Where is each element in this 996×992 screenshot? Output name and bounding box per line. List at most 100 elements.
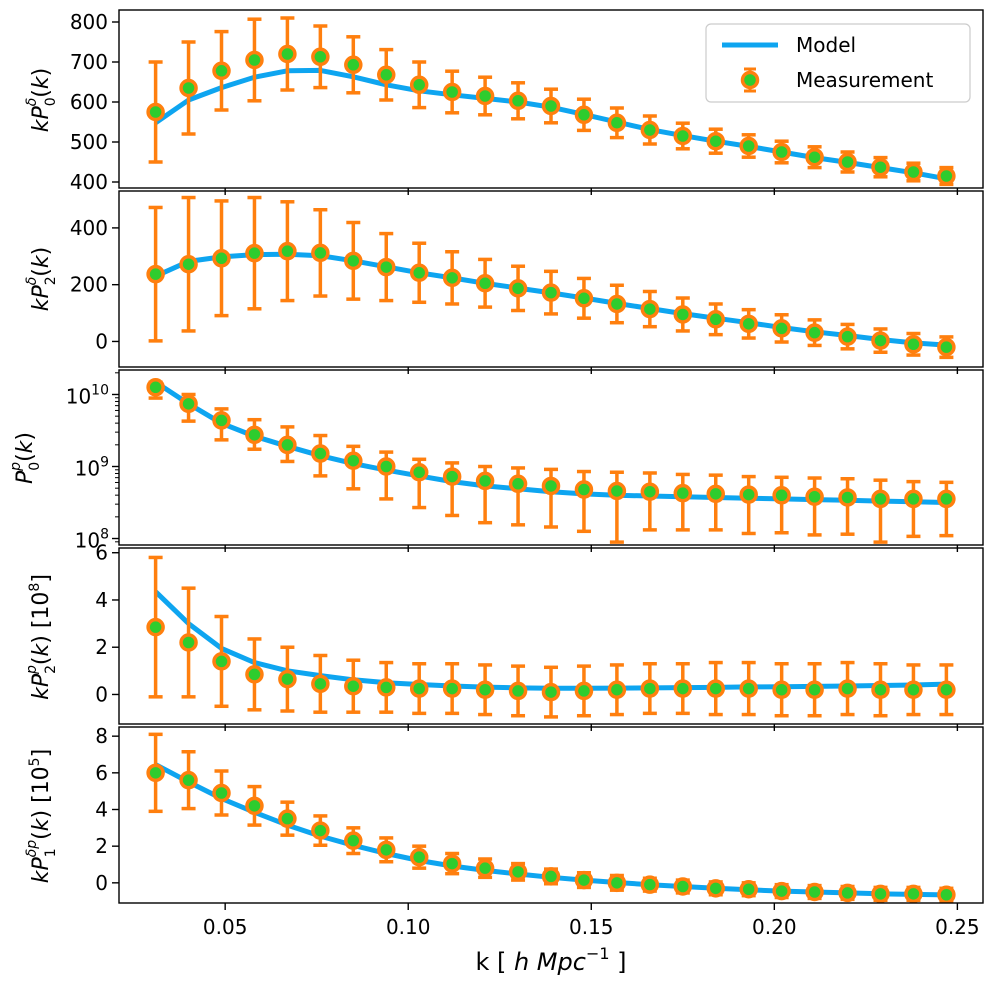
measurement-point [146,102,165,122]
panel-frame [118,726,984,904]
ylabel-panel-4: kP1δp(k) [105] [24,749,59,883]
measurement-point [871,884,890,903]
measurement-point [212,783,231,803]
measurement-point [475,274,495,293]
measurement-point [344,55,363,75]
y-tick-label: 4 [95,798,108,822]
measurement-point [772,486,791,505]
measurement-point [311,674,330,694]
y-tick-label: 2 [95,834,108,858]
errorbar [807,476,822,537]
measurement-point [311,47,330,67]
panel-data-1 [146,195,956,360]
measurement-point [475,86,495,106]
measurement-point [179,394,198,414]
measurement-point [278,809,297,828]
ylabel-panel-2: P0p(k) [8,432,43,484]
x-tick-label: 0.25 [935,915,980,939]
measurement-point [377,457,396,476]
ylabel-panel-0: kP0δ(k) [24,68,59,132]
legend: Model Measurement [705,23,971,103]
measurement-point [245,665,264,684]
panel-frame [118,190,984,368]
measurement-point [179,254,198,274]
measurement-point [508,862,528,882]
measurement-point [212,652,231,671]
panel-P2_delta: 0 200 400 [70,190,984,374]
measurement-point [871,680,890,699]
measurement-point [475,680,495,699]
measurement-point [937,885,956,903]
measurement-point [607,113,627,133]
measurement-point [245,425,264,445]
measurement-point [838,488,857,507]
measurement-point [508,279,528,298]
measurement-point [541,867,561,886]
measurement-point [706,879,725,898]
measurement-point [673,483,693,503]
errorbar [642,471,657,532]
y-tick-label: 0 [95,682,108,706]
y-tick-label: 600 [70,90,108,114]
measurement-point [640,482,660,501]
measurement-point [541,283,561,302]
measurement-point [904,489,923,509]
measurement-point [871,489,890,509]
errorbar [873,478,888,544]
y-tick-label: 108 [75,527,109,553]
x-tick-label: 0.20 [752,915,797,939]
measurement-point [442,268,462,288]
measurement-point [937,166,956,186]
measurement-point [409,263,429,283]
measurement-point [937,489,956,509]
y-tick-label: 200 [70,273,108,297]
measurement-point [772,142,791,162]
measurement-point [772,319,791,338]
measurement-point [179,78,198,98]
panel-P0_delta: 400 500 600 700 800 [70,9,984,195]
measurement-point [838,883,857,903]
measurement-point [607,294,627,314]
legend-measurement-marker [740,67,760,93]
measurement-point [278,669,297,689]
measurement-point [838,679,857,698]
measurement-point [706,310,725,329]
measurement-point [508,91,528,111]
measurement-point [541,476,561,496]
measurement-point [475,858,495,878]
errorbar [741,474,756,536]
measurement-point [146,264,165,284]
measurement-point [640,299,660,319]
measurement-point [673,305,693,324]
measurement-point [574,289,594,308]
measurement-point [739,679,758,698]
measurement-point [344,251,363,271]
measurement-point [871,157,890,177]
y-tick-label: 4 [95,588,108,612]
measurement-point [706,131,725,151]
measurement-point [475,471,495,491]
measurement-point [805,147,824,167]
measurement-point [541,96,561,116]
measurement-point [574,870,594,890]
measurement-point [146,763,165,783]
measurement-point [541,682,561,702]
measurement-point [640,875,660,894]
measurement-point [146,378,165,397]
y-tick-label: 400 [70,170,108,194]
measurement-point [574,105,594,125]
panel-frame [118,9,984,189]
ylabel-panel-3: kP2p(k) [108] [24,574,59,700]
y-tick-label: 8 [95,724,108,748]
measurement-point [706,484,725,504]
measurement-point [311,444,330,463]
measurement-point [442,467,462,486]
measurement-point [212,61,231,81]
measurement-point [607,873,627,893]
measurement-point [904,680,923,699]
measurement-point [706,679,725,698]
measurement-point [805,323,824,342]
measurement-point [508,681,528,701]
measurement-point [739,314,758,334]
panels-layer: 400 500 600 700 800 0 200 400 108 109 1010 0 2 4 6 0 2 4 6… [66,9,984,939]
